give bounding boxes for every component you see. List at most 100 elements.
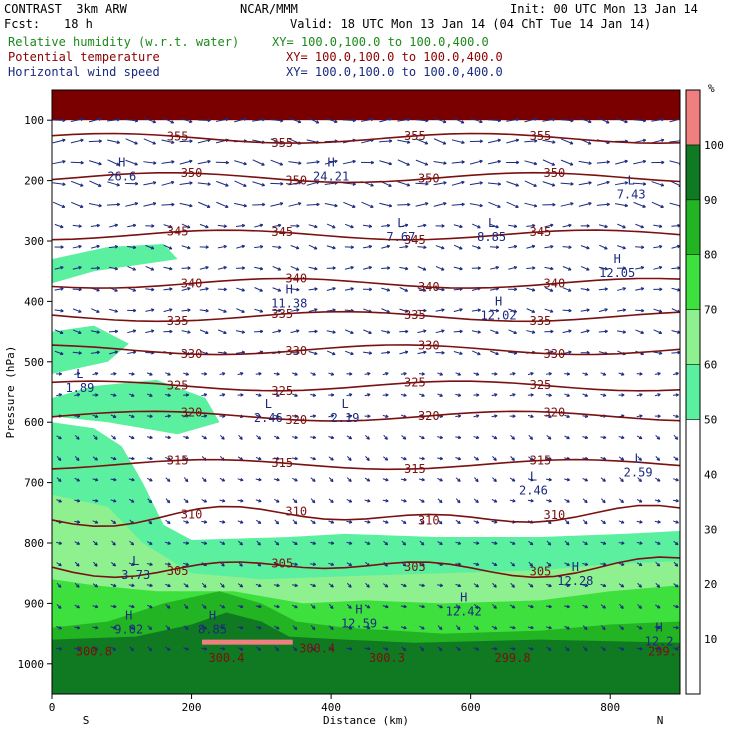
wind-vector-head <box>297 202 302 204</box>
wind-vector <box>397 118 411 122</box>
wind-extremum-type: H <box>614 252 621 266</box>
wind-vector-head <box>295 604 298 608</box>
wind-vector-head <box>640 265 644 268</box>
wind-vector-head <box>676 520 679 524</box>
wind-vector <box>90 224 100 228</box>
wind-vector-head <box>222 605 226 609</box>
wind-vector-head <box>313 562 317 565</box>
wind-vector-head <box>150 308 155 311</box>
rh-top-band <box>52 90 680 121</box>
wind-vector-head <box>495 265 499 268</box>
wind-vector-head <box>440 541 443 545</box>
wind-vector-head <box>60 245 64 248</box>
wind-vector <box>616 309 626 312</box>
wind-vector <box>399 287 408 292</box>
colorbar-tick-label: 100 <box>704 139 724 152</box>
wind-vector-head <box>566 372 571 375</box>
wind-vector-head <box>331 562 335 566</box>
wind-vector-head <box>567 647 570 651</box>
wind-vector-head <box>167 393 171 396</box>
wind-vector-head <box>496 330 499 334</box>
wind-vector-head <box>77 605 80 609</box>
wind-vector-head <box>603 372 607 376</box>
wind-vector <box>562 309 572 312</box>
wind-vector-head <box>639 646 643 650</box>
wind-vector-head <box>477 225 481 229</box>
wind-vector-head <box>350 245 354 248</box>
wind-vector <box>671 267 680 270</box>
wind-vector-head <box>152 181 157 183</box>
wind-vector <box>272 224 282 228</box>
wind-vector <box>435 245 445 249</box>
wind-extremum-value: 24.21 <box>313 170 349 184</box>
wind-vector <box>342 119 356 122</box>
colorbar-band <box>685 364 701 420</box>
wind-vector <box>415 138 428 145</box>
wind-vector <box>544 266 554 270</box>
wind-vector <box>306 181 320 186</box>
wind-vector <box>415 119 429 122</box>
wind-vector <box>107 159 120 166</box>
wind-vector-head <box>223 287 227 290</box>
wind-vector-head <box>585 456 589 460</box>
wind-vector-head <box>659 351 663 354</box>
wind-vector-head <box>606 160 610 163</box>
colorbar-tick-label: 50 <box>704 413 717 426</box>
wind-vector <box>379 140 392 143</box>
wind-vector <box>288 161 302 164</box>
field-xy-rh: XY= 100.0,100.0 to 100.0,400.0 <box>272 35 489 49</box>
wind-vector <box>272 246 282 249</box>
wind-vector-head <box>78 351 82 354</box>
wind-vector-head <box>97 309 100 313</box>
wind-extremum-type: H <box>355 602 362 616</box>
wind-vector <box>217 351 227 354</box>
wind-vector <box>596 181 610 186</box>
wind-vector <box>54 288 64 291</box>
wind-vector-head <box>512 372 516 374</box>
wind-vector <box>272 287 281 292</box>
wind-extremum-value: 7.67 <box>386 230 415 244</box>
wind-vector-head <box>258 583 262 587</box>
theta-contour-330 <box>52 344 680 356</box>
wind-vector-head <box>640 457 642 461</box>
wind-vector-head <box>131 435 135 439</box>
wind-vector-head <box>77 457 80 461</box>
wind-vector-head <box>241 563 243 567</box>
wind-vector <box>653 266 663 270</box>
wind-vector <box>433 138 447 145</box>
wind-vector-head <box>131 499 135 503</box>
wind-vector-head <box>440 604 443 608</box>
wind-vector-head <box>205 265 209 268</box>
wind-vector-head <box>186 435 189 439</box>
wind-vector-head <box>171 140 175 144</box>
wind-vector-head <box>389 183 392 187</box>
wind-vector <box>506 118 519 122</box>
wind-vector <box>580 288 590 291</box>
wind-vector-head <box>534 139 538 142</box>
wind-vector <box>562 266 572 271</box>
wind-vector-head <box>548 625 552 629</box>
wind-vector <box>199 329 209 334</box>
wind-vector-head <box>440 583 444 587</box>
wind-vector <box>345 329 354 334</box>
wind-vector-head <box>276 477 280 481</box>
wind-vector-head <box>116 162 120 166</box>
wind-vector <box>381 330 390 334</box>
wind-vector <box>326 309 336 312</box>
wind-vector <box>71 201 84 208</box>
wind-vector <box>544 224 554 228</box>
wind-vector-head <box>422 499 425 503</box>
wind-vector-head <box>385 372 389 374</box>
wind-vector-head <box>221 372 226 374</box>
wind-vector-head <box>623 245 626 249</box>
wind-vector <box>127 245 136 249</box>
wind-vector <box>324 202 338 207</box>
wind-vector-head <box>80 204 84 208</box>
wind-vector-head <box>242 309 245 313</box>
wind-vector-head <box>135 162 138 166</box>
wind-vector-head <box>639 372 643 375</box>
wind-vector-head <box>277 223 282 226</box>
wind-vector <box>326 350 336 356</box>
wind-vector-head <box>531 436 534 440</box>
wind-vector <box>272 330 282 334</box>
